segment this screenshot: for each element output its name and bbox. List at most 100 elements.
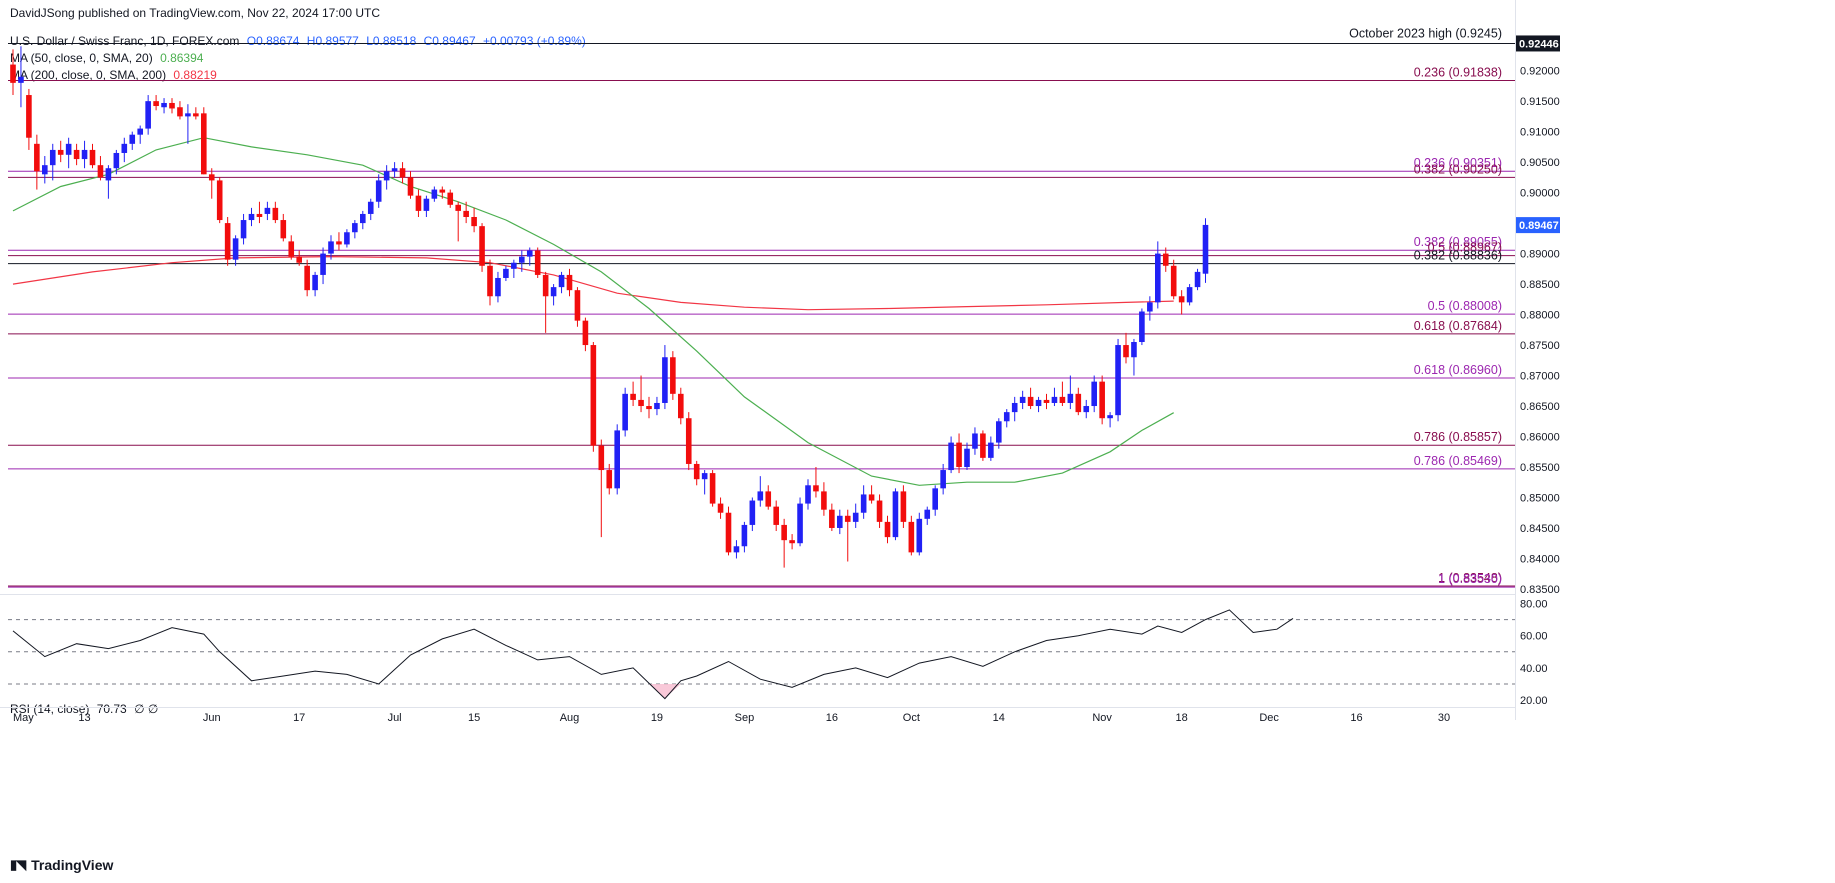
- time-tick-label: 17: [293, 712, 305, 724]
- candle-body: [598, 445, 605, 471]
- candle-body: [534, 250, 541, 275]
- price-tick-label: 0.84000: [1520, 553, 1560, 565]
- time-tick-label: 16: [826, 712, 838, 724]
- candle-body: [844, 515, 851, 522]
- time-tick-label: 13: [78, 712, 90, 724]
- candle-body: [1202, 224, 1209, 274]
- candle-body: [471, 217, 477, 227]
- candle-body: [240, 220, 247, 239]
- top-price-label: 0.92446: [1519, 38, 1559, 50]
- time-tick-label: May: [13, 712, 34, 724]
- candle-body: [892, 491, 899, 538]
- price-tick-label: 0.85500: [1520, 462, 1560, 474]
- candle-body: [232, 238, 239, 260]
- time-tick-label: Oct: [903, 712, 920, 724]
- high-value: H0.89577: [306, 34, 359, 48]
- candle-body: [1043, 399, 1050, 403]
- level-label-7: 0.618 (0.87684): [1414, 319, 1502, 333]
- candle-body: [65, 143, 72, 155]
- footer-branding: ▮◥ TradingView: [10, 857, 113, 873]
- candle-body: [884, 521, 891, 538]
- candle-body: [1083, 406, 1090, 413]
- candle-body: [1051, 396, 1058, 403]
- candle-body: [34, 143, 40, 172]
- candle-body: [89, 149, 96, 166]
- time-tick-label: 15: [468, 712, 480, 724]
- price-tick-label: 0.90000: [1520, 188, 1560, 200]
- rsi-tick-label: 40.00: [1520, 663, 1548, 675]
- candle-body: [1019, 396, 1026, 403]
- candle-body: [868, 494, 875, 501]
- level-label-5: 0.382 (0.88836): [1414, 249, 1502, 263]
- candle-body: [1178, 296, 1185, 303]
- candle-body: [685, 418, 692, 464]
- candle-body: [662, 357, 668, 403]
- price-tick-label: 0.88500: [1520, 279, 1560, 291]
- candle-body: [423, 198, 430, 211]
- ma50-legend[interactable]: MA (50, close, 0, SMA, 20) 0.86394: [10, 51, 207, 65]
- candle-body: [367, 201, 374, 214]
- candle-body: [153, 101, 159, 107]
- candle-body: [1027, 396, 1034, 407]
- level-label-6: 0.5 (0.88008): [1428, 299, 1502, 313]
- candle-body: [924, 509, 931, 519]
- candle-body: [590, 345, 597, 446]
- candle-body: [177, 107, 183, 117]
- rsi-legend[interactable]: RSI (14, close) 70.73 ∅ ∅: [10, 702, 162, 716]
- symbol-name: U.S. Dollar / Swiss Franc, 1D, FOREX.com: [10, 34, 240, 48]
- candle-body: [693, 463, 700, 480]
- candle-body: [352, 223, 358, 233]
- candle-body: [860, 494, 867, 513]
- candle-body: [542, 274, 549, 297]
- candle-body: [1035, 399, 1042, 407]
- candle-body: [550, 287, 557, 297]
- price-tick-label: 0.86000: [1520, 432, 1560, 444]
- price-tick-label: 0.84500: [1520, 523, 1560, 535]
- candle-body: [1003, 412, 1010, 422]
- candle-body: [900, 491, 907, 522]
- candle-body: [439, 189, 446, 193]
- candle-body: [320, 253, 326, 275]
- rsi-value: 70.73: [96, 702, 127, 716]
- candle-body: [813, 485, 819, 492]
- ma200-value: 0.88219: [173, 68, 217, 82]
- low-value: L0.88518: [366, 34, 417, 48]
- candle-body: [980, 433, 986, 458]
- candle-body: [272, 207, 279, 221]
- time-tick-label: Nov: [1092, 712, 1112, 724]
- candle-body: [678, 393, 684, 419]
- tradingview-logo-icon: ▮◥: [10, 857, 26, 872]
- rsi-label: RSI (14, close): [10, 702, 90, 716]
- candle-body: [932, 488, 938, 510]
- candle-body: [837, 515, 843, 528]
- candle-body: [622, 393, 628, 431]
- candle-body: [956, 442, 962, 467]
- candle-body: [940, 470, 946, 489]
- candle-body: [733, 546, 740, 553]
- time-tick-label: 18: [1176, 712, 1188, 724]
- candle-body: [1155, 253, 1161, 303]
- candle-body: [1131, 342, 1137, 358]
- level-label-1: 0.236 (0.90351): [1414, 156, 1502, 170]
- level-label-2: 0.382 (0.90250): [1414, 162, 1502, 176]
- price-tick-label: 0.88000: [1520, 310, 1560, 322]
- candle-body: [805, 485, 811, 504]
- candle-body: [765, 491, 772, 507]
- publisher-line: DavidJSong published on TradingView.com,…: [10, 6, 381, 20]
- level-label-11: 1 (0.83548): [1438, 571, 1502, 585]
- candle-body: [304, 265, 310, 291]
- ma200-legend[interactable]: MA (200, close, 0, SMA, 200) 0.88219: [10, 68, 221, 82]
- candle-body: [10, 64, 16, 83]
- candle-body: [709, 473, 716, 504]
- candle-body: [654, 402, 660, 410]
- candle-body: [216, 180, 223, 221]
- candle-body: [208, 174, 215, 181]
- candle-body: [725, 512, 732, 553]
- candle-body: [288, 241, 295, 257]
- ma50-label: MA (50, close, 0, SMA, 20): [10, 51, 153, 65]
- candle-body: [487, 265, 493, 297]
- candle-body: [201, 113, 207, 175]
- last-price-label: 0.89467: [1519, 220, 1559, 232]
- level-label-12: 1 (0.83530): [1438, 572, 1502, 586]
